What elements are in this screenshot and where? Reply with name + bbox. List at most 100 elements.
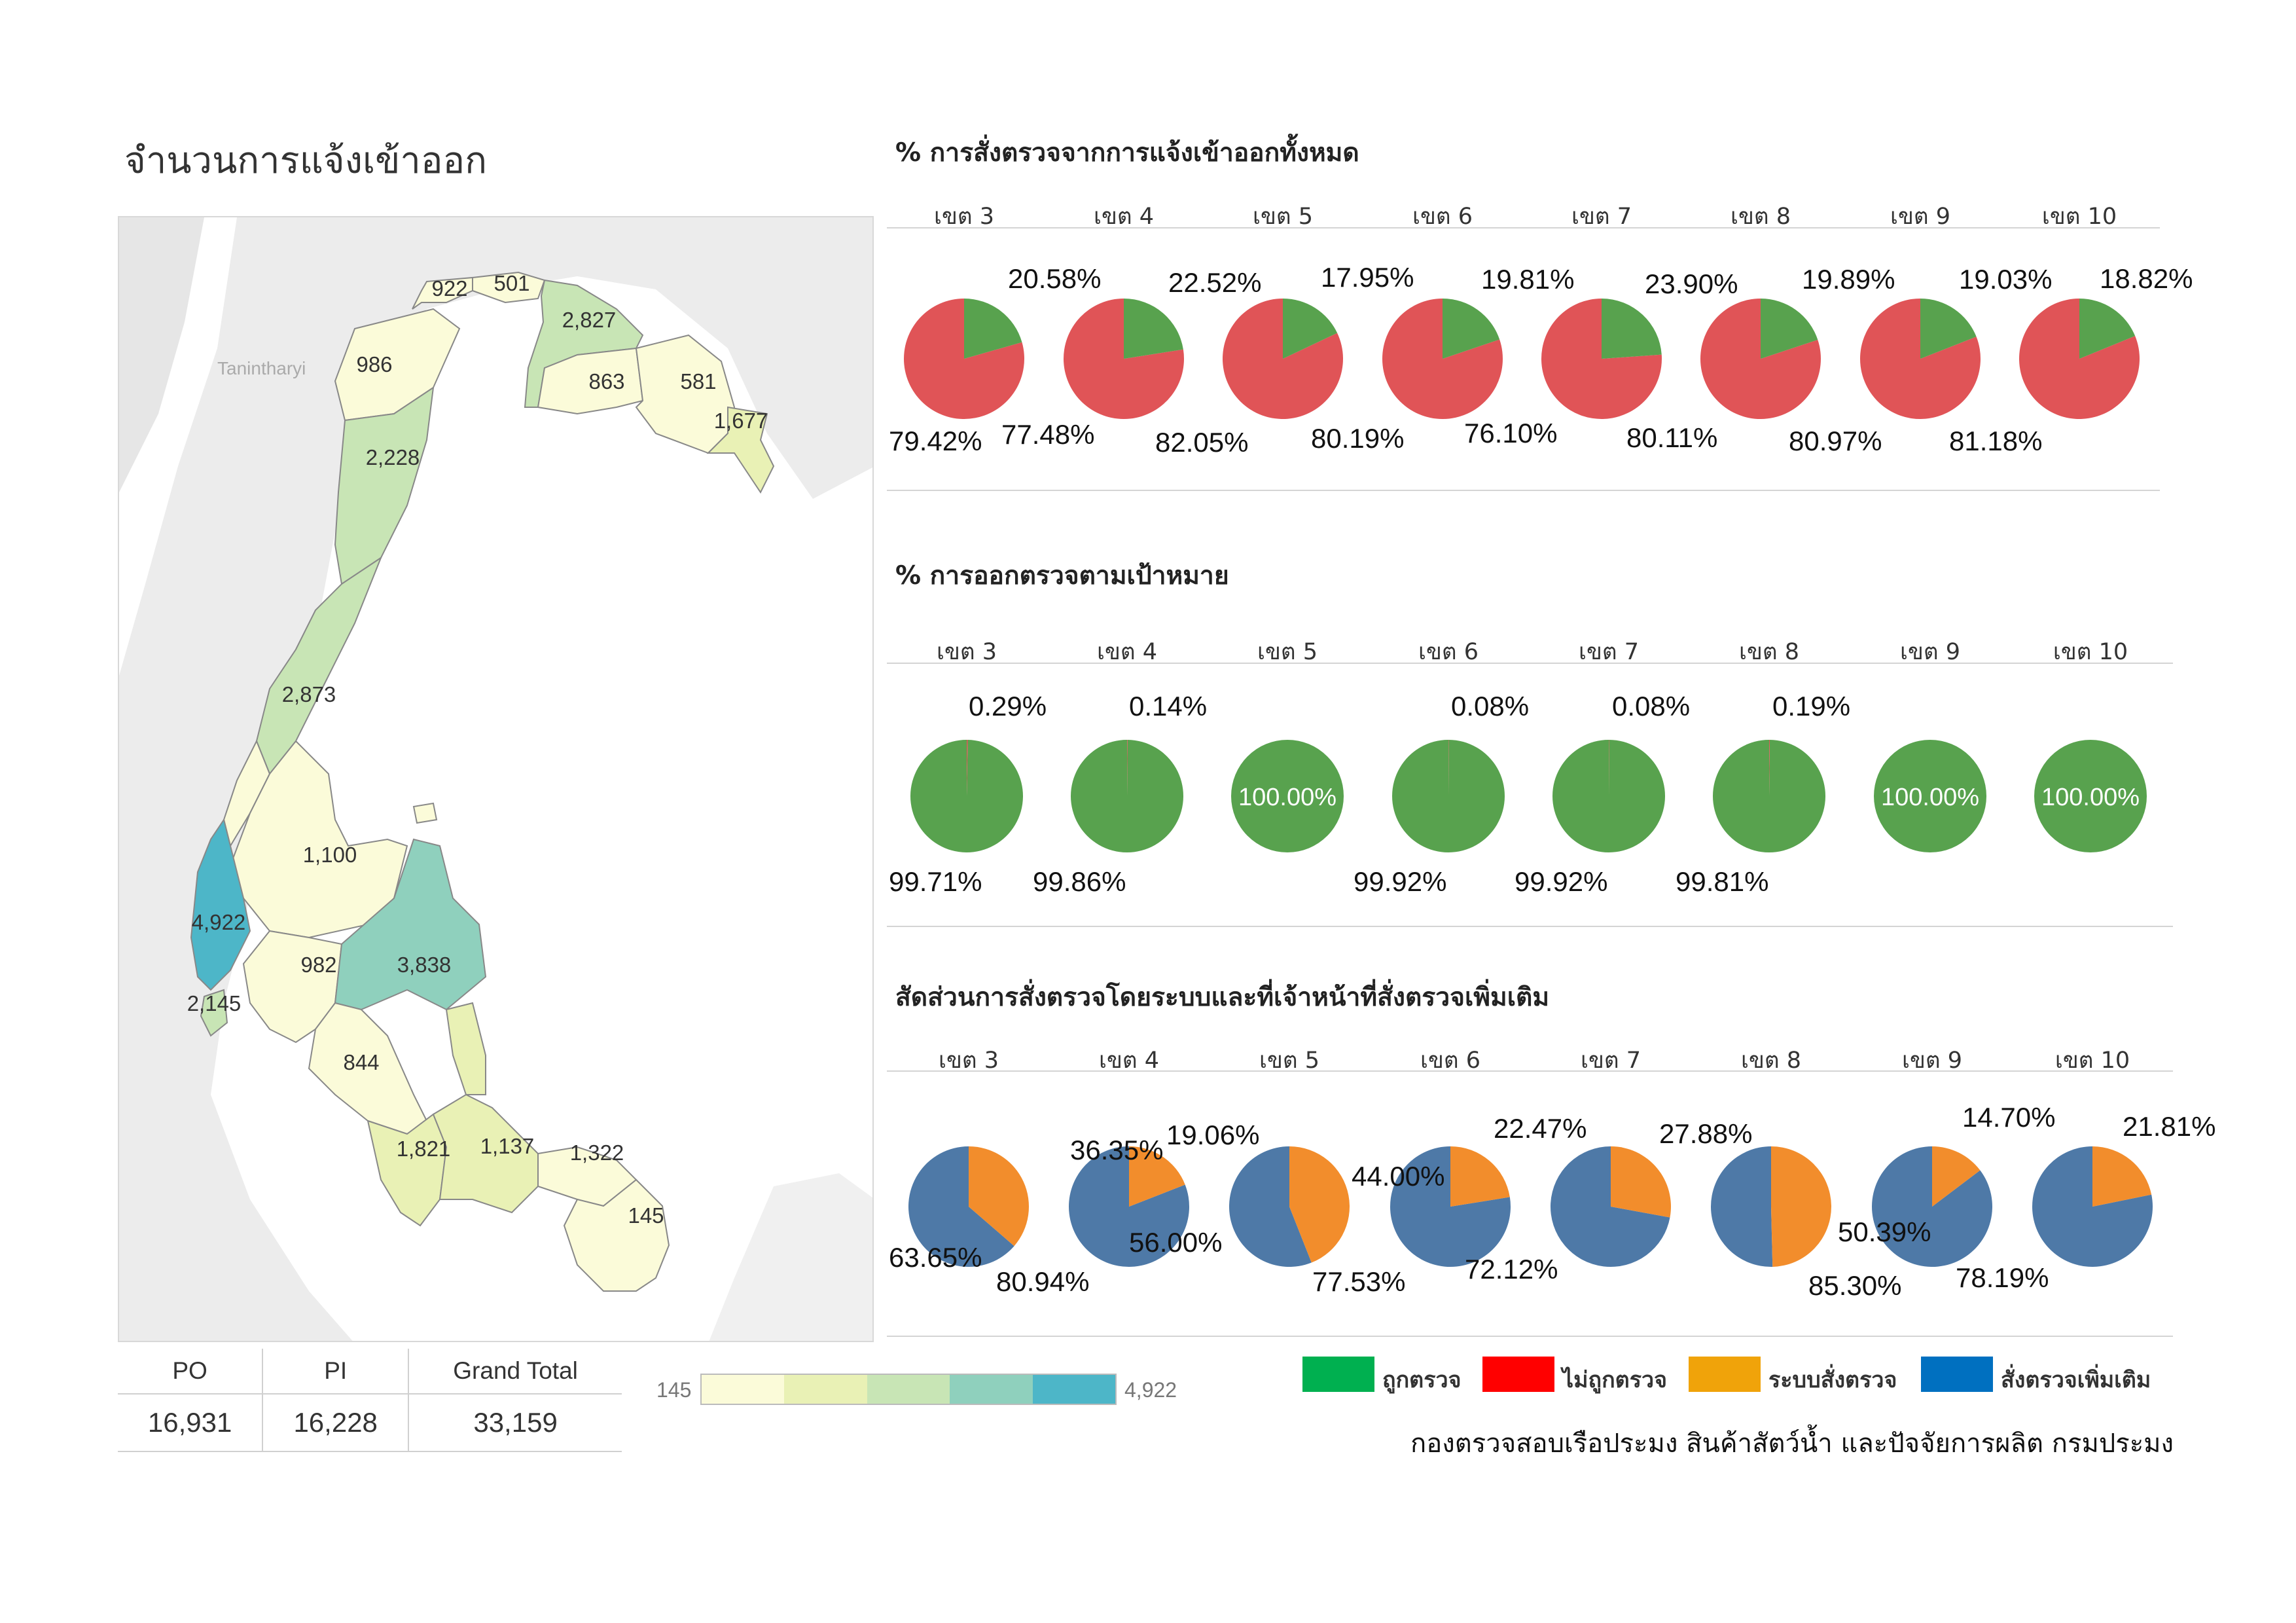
region-header: เขต 6 xyxy=(1412,204,1473,230)
pie-label: 100.00% xyxy=(1238,784,1336,811)
pie-slice[interactable] xyxy=(1443,299,1500,359)
pie-label: 56.00% xyxy=(1129,1227,1223,1258)
pie-slice[interactable] xyxy=(908,1146,1014,1267)
province-coastal-strip[interactable] xyxy=(445,1002,486,1095)
pie-slice[interactable] xyxy=(1713,740,1826,852)
island[interactable] xyxy=(412,802,438,824)
pie-slice[interactable] xyxy=(1761,299,1818,359)
pie-label: 20.58% xyxy=(1008,263,1102,294)
pie-label: 72.12% xyxy=(1465,1254,1558,1285)
pie-slice[interactable] xyxy=(1289,1146,1350,1263)
pie-slice[interactable] xyxy=(1602,299,1662,359)
pie-slice[interactable] xyxy=(1710,1146,1773,1267)
header-pi: PI xyxy=(262,1349,410,1395)
pie-slice[interactable] xyxy=(1872,1146,1992,1267)
province-3838[interactable] xyxy=(334,838,487,1011)
color-scale-step xyxy=(1032,1375,1116,1404)
pie-label: 0.08% xyxy=(1612,691,1691,721)
pie-slice[interactable] xyxy=(2034,740,2147,852)
pie-slice[interactable] xyxy=(1450,1146,1510,1207)
region-header: เขต 8 xyxy=(1730,204,1791,230)
province-map[interactable]: Tanintharyi 922 501 2,827 986 863 581 1,… xyxy=(119,217,874,1342)
pie-label: 76.10% xyxy=(1464,418,1558,448)
pie-slice[interactable] xyxy=(1392,740,1505,853)
province-label: 2,228 xyxy=(366,445,420,469)
province-label: 2,145 xyxy=(187,991,242,1015)
province-863[interactable] xyxy=(537,347,644,415)
pie-label: 36.35% xyxy=(1070,1135,1164,1165)
chart-title-1: % การสั่งตรวจจากการแจ้งเข้าออกทั้งหมด xyxy=(895,138,1359,168)
pie-slice[interactable] xyxy=(1550,1146,1670,1267)
pie-slice[interactable] xyxy=(1283,299,1338,359)
province-982[interactable] xyxy=(242,930,343,1044)
pie-slice[interactable] xyxy=(1771,1146,1831,1267)
province-label: 1,100 xyxy=(303,843,357,867)
pie-slice[interactable] xyxy=(1874,740,1986,852)
value-po: 16,931 xyxy=(118,1394,264,1452)
footer-credit: กองตรวจสอบเรือประมง สินค้าสัตว์น้ำ และปั… xyxy=(1410,1429,2174,1459)
region-header: เขต 7 xyxy=(1580,1048,1641,1074)
province-label: 2,827 xyxy=(562,308,617,332)
pie-label: 19.81% xyxy=(1481,264,1575,295)
region-header: เขต 4 xyxy=(1096,639,1157,665)
pie-slice[interactable] xyxy=(969,1146,1030,1247)
province-1677[interactable] xyxy=(706,406,775,494)
region-header: เขต 3 xyxy=(936,639,997,665)
pie-slice[interactable] xyxy=(910,740,1024,852)
region-header: เขต 10 xyxy=(2041,204,2117,230)
pie-label: 23.90% xyxy=(1645,268,1738,299)
summary-value-row: 16,931 16,228 33,159 xyxy=(118,1394,622,1452)
pie-slice[interactable] xyxy=(1071,740,1184,852)
province-2228[interactable] xyxy=(334,386,435,585)
pie-label: 0.29% xyxy=(969,691,1047,721)
province-145[interactable] xyxy=(563,1178,670,1292)
province-501[interactable] xyxy=(472,271,546,304)
pie-label: 22.52% xyxy=(1168,267,1262,298)
province-label: 4,922 xyxy=(192,910,246,934)
region-header: เขต 4 xyxy=(1093,204,1154,230)
summary-header-row: PO PI Grand Total xyxy=(118,1349,622,1395)
pie-slice[interactable] xyxy=(964,299,1022,359)
pie-label: 100.00% xyxy=(1881,784,1979,811)
pie-label: 99.92% xyxy=(1515,866,1608,897)
pie-slice[interactable] xyxy=(904,299,1025,420)
pie-slice[interactable] xyxy=(2079,299,2136,359)
pie-label: 17.95% xyxy=(1321,262,1414,293)
pie-label: 19.06% xyxy=(1166,1120,1260,1150)
province-label: 1,821 xyxy=(397,1137,451,1161)
region-header: เขต 6 xyxy=(1418,639,1479,665)
header-divider xyxy=(887,1070,2173,1072)
pie-slice[interactable] xyxy=(1129,1146,1185,1207)
province-label: 3,838 xyxy=(397,953,452,977)
pie-slice[interactable] xyxy=(1069,1146,1190,1267)
pie-slice[interactable] xyxy=(1552,740,1666,852)
page-title: จำนวนการแจ้งเข้าออก xyxy=(124,139,487,182)
pie-slice[interactable] xyxy=(1127,740,1128,796)
pie-label: 44.00% xyxy=(1352,1161,1445,1192)
legend-swatch-system xyxy=(1689,1357,1761,1392)
legend-swatch-inspected xyxy=(1302,1357,1374,1392)
legend-label-additional: สั่งตรวจเพิ่มเติม xyxy=(2001,1367,2151,1393)
pie-slice[interactable] xyxy=(1769,740,1770,796)
region-header: เขต 10 xyxy=(2053,639,2128,665)
region-header: เขต 3 xyxy=(933,204,994,230)
region-header: เขต 3 xyxy=(938,1048,999,1074)
pie-slice[interactable] xyxy=(1124,299,1183,359)
value-pi: 16,228 xyxy=(262,1394,410,1452)
pie-slice[interactable] xyxy=(1231,740,1344,852)
province-label: 863 xyxy=(588,369,624,393)
pie-slice[interactable] xyxy=(1920,299,1977,359)
region-header: เขต 5 xyxy=(1259,1048,1319,1074)
pie-slice[interactable] xyxy=(1611,1146,1671,1218)
color-scale-min: 145 xyxy=(656,1378,692,1402)
pie-label: 77.53% xyxy=(1312,1266,1406,1297)
map-panel[interactable]: Tanintharyi 922 501 2,827 986 863 581 1,… xyxy=(118,216,874,1342)
province-4922[interactable] xyxy=(190,818,251,991)
pie-slice[interactable] xyxy=(1229,1146,1312,1267)
pie-slice[interactable] xyxy=(2092,1146,2152,1207)
pie-slice[interactable] xyxy=(1932,1146,1981,1207)
pie-slice[interactable] xyxy=(967,740,968,796)
province-2145[interactable] xyxy=(200,989,228,1037)
color-scale-max: 4,922 xyxy=(1124,1378,1177,1402)
province-label: 2,873 xyxy=(282,682,336,706)
